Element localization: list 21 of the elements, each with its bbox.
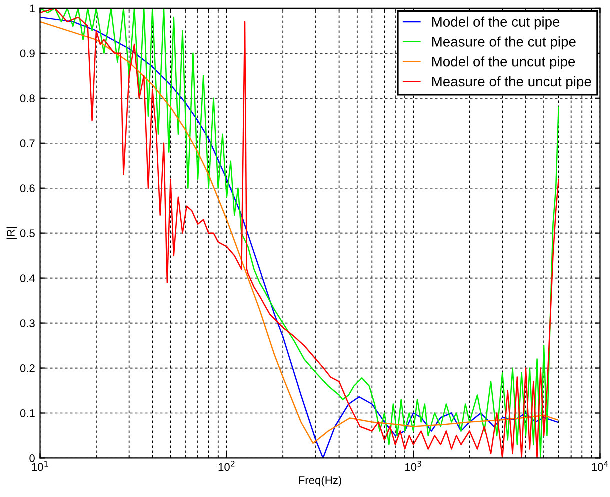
y-tick-label: 0 — [30, 454, 35, 462]
y-tick-label: 1 — [30, 4, 35, 12]
y-axis-title: |R| — [6, 227, 18, 240]
legend-label: Model of the uncut pipe — [432, 56, 576, 70]
x-axis-title: Freq(Hz) — [299, 476, 342, 487]
x-tick-label: 10$^{3}$ — [406, 461, 422, 472]
y-tick-label: 0.1 — [20, 410, 35, 418]
legend-label: Measure of the uncut pipe — [432, 76, 592, 90]
y-tick-label: 0.2 — [20, 364, 35, 372]
y-tick-label: 0.7 — [20, 140, 35, 148]
y-tick-label: 0.6 — [20, 184, 35, 192]
y-tick-label: 0.5 — [20, 230, 35, 238]
y-tick-label: 0.9 — [20, 50, 35, 58]
legend-label: Model of the cut pipe — [432, 16, 560, 30]
y-tick-label: 0.8 — [20, 94, 35, 103]
x-tick-label: 10$^{1}$ — [32, 461, 48, 472]
legend-label: Measure of the cut pipe — [432, 36, 576, 50]
x-tick-label: 10$^{4}$ — [592, 461, 608, 472]
y-tick-label: 0.3 — [20, 320, 35, 328]
y-tick-label: 0.4 — [20, 274, 36, 282]
x-tick-label: 10$^{2}$ — [218, 461, 235, 472]
